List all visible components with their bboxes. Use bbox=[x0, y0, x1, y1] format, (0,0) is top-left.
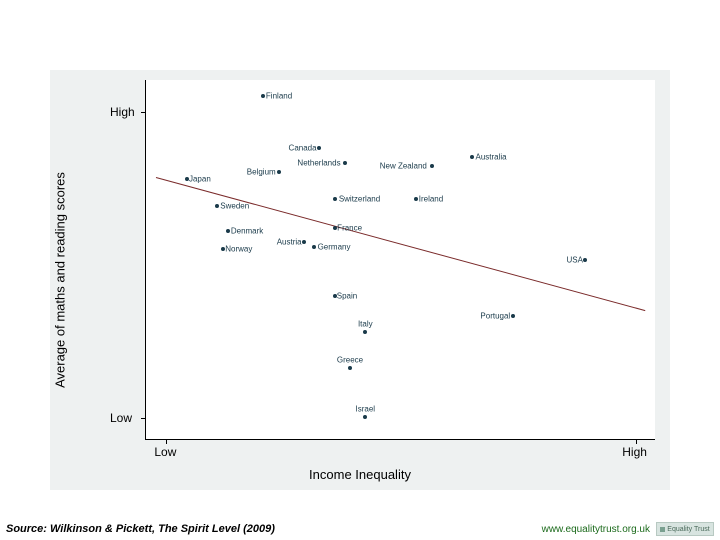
data-point bbox=[333, 197, 337, 201]
data-point bbox=[215, 204, 219, 208]
point-label: Japan bbox=[189, 175, 211, 184]
data-point bbox=[348, 366, 352, 370]
point-label: Spain bbox=[337, 292, 357, 301]
data-point bbox=[363, 415, 367, 419]
x-tick bbox=[636, 439, 637, 444]
data-point bbox=[343, 161, 347, 165]
y-tick bbox=[141, 112, 146, 113]
data-point bbox=[277, 170, 281, 174]
data-point bbox=[583, 258, 587, 262]
logo-square-icon bbox=[660, 527, 665, 532]
point-label: Canada bbox=[289, 144, 317, 153]
point-label: New Zealand bbox=[380, 162, 427, 171]
x-tick bbox=[166, 439, 167, 444]
y-tick bbox=[141, 418, 146, 419]
x-tick-label: Low bbox=[154, 445, 176, 459]
site-link[interactable]: www.equalitytrust.org.uk bbox=[542, 524, 650, 535]
page: Average of maths and reading scores Finl… bbox=[0, 0, 720, 540]
point-label: Portugal bbox=[480, 311, 510, 320]
data-point bbox=[430, 164, 434, 168]
point-label: Sweden bbox=[220, 202, 249, 211]
scatter-plot: Finland Japan Belgium Canada Netherlands Aust… bbox=[145, 80, 655, 440]
point-label: Netherlands bbox=[297, 158, 340, 167]
data-point bbox=[511, 314, 515, 318]
data-point bbox=[226, 229, 230, 233]
footer-right: www.equalitytrust.org.uk Equality Trust bbox=[542, 522, 714, 536]
data-point bbox=[261, 94, 265, 98]
data-point bbox=[414, 197, 418, 201]
point-label: Italy bbox=[358, 319, 373, 328]
data-point bbox=[302, 240, 306, 244]
point-label: Ireland bbox=[419, 194, 443, 203]
chart-container: Average of maths and reading scores Finl… bbox=[50, 70, 670, 490]
y-tick-label: High bbox=[110, 105, 135, 119]
x-tick-label: High bbox=[622, 445, 647, 459]
data-point bbox=[470, 155, 474, 159]
point-label: Norway bbox=[225, 245, 252, 254]
point-label: Austria bbox=[277, 238, 302, 247]
equality-trust-logo: Equality Trust bbox=[656, 522, 714, 536]
point-label: Greece bbox=[337, 355, 363, 364]
point-label: Finland bbox=[266, 92, 292, 101]
point-label: Belgium bbox=[247, 167, 276, 176]
point-label: Germany bbox=[318, 243, 351, 252]
point-label: USA bbox=[566, 256, 582, 265]
y-tick-label: Low bbox=[110, 411, 132, 425]
data-point bbox=[312, 245, 316, 249]
point-label: Australia bbox=[476, 153, 507, 162]
point-label: Denmark bbox=[231, 227, 263, 236]
logo-text: Equality Trust bbox=[667, 526, 709, 533]
data-point bbox=[333, 226, 337, 230]
data-point bbox=[317, 146, 321, 150]
footer: Source: Wilkinson & Pickett, The Spirit … bbox=[0, 518, 720, 540]
data-point bbox=[221, 247, 225, 251]
data-point bbox=[363, 330, 367, 334]
source-citation: Source: Wilkinson & Pickett, The Spirit … bbox=[6, 523, 275, 535]
y-axis-title: Average of maths and reading scores bbox=[53, 172, 68, 388]
x-axis-title: Income Inequality bbox=[309, 467, 411, 482]
point-label: Switzerland bbox=[339, 194, 380, 203]
point-label: France bbox=[337, 223, 362, 232]
point-label: Israel bbox=[356, 404, 376, 413]
